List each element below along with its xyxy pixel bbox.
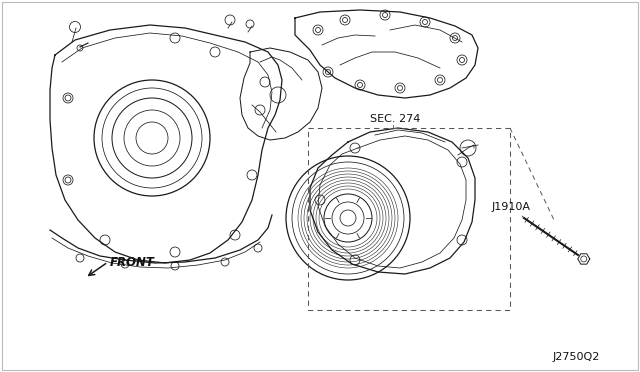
- Text: FRONT: FRONT: [110, 256, 155, 269]
- Text: SEC. 274: SEC. 274: [370, 114, 420, 124]
- Text: J2750Q2: J2750Q2: [552, 352, 600, 362]
- Text: J1910A: J1910A: [492, 202, 531, 212]
